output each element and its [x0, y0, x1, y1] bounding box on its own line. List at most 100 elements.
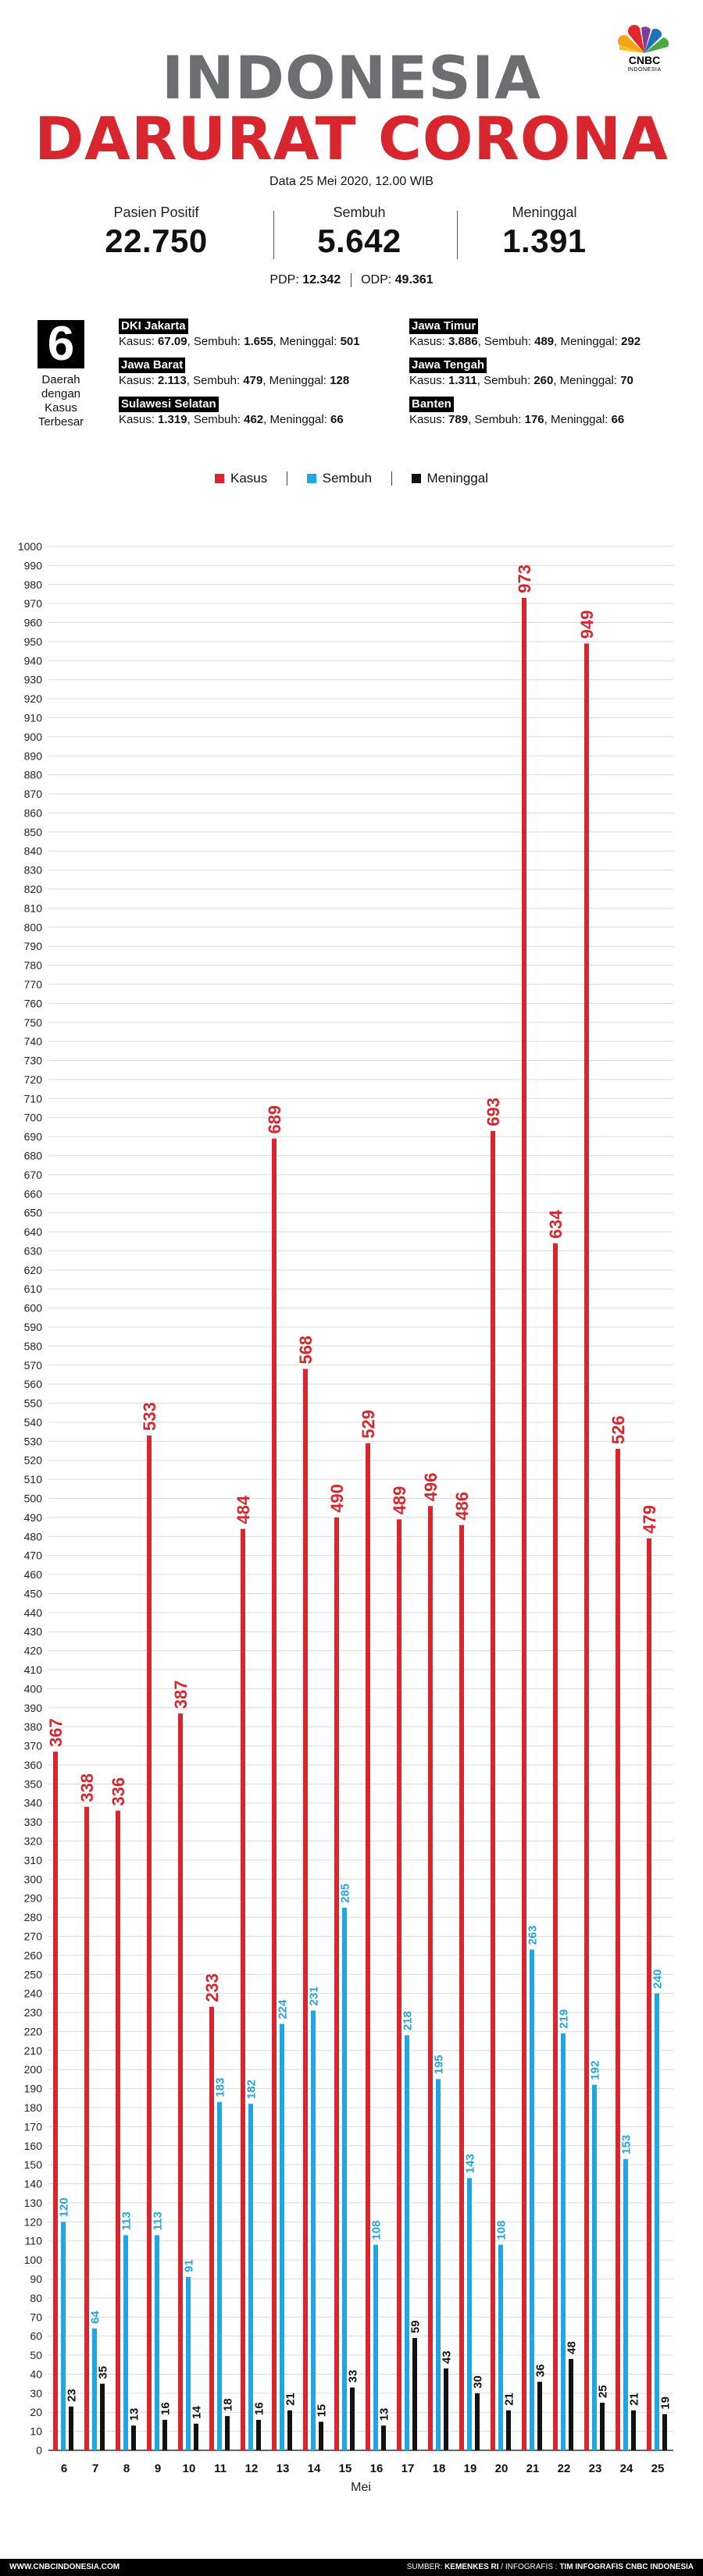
- data-label-sembuh: 183: [213, 2078, 227, 2097]
- data-label-sembuh: 218: [401, 2011, 414, 2030]
- y-tick-label: 140: [24, 2178, 43, 2190]
- bar-kasus: [584, 643, 589, 2450]
- data-label-meninggal: 36: [533, 2364, 547, 2378]
- bar-kasus: [491, 1130, 495, 2450]
- y-tick-label: 830: [24, 864, 43, 877]
- bar-sembuh: [92, 2328, 97, 2450]
- y-tick-label: 920: [24, 692, 43, 705]
- footer-source: KEMENKES RI: [444, 2563, 499, 2571]
- x-tick-label: 10: [183, 2462, 196, 2475]
- data-label-sembuh: 113: [151, 2211, 164, 2230]
- y-tick-label: 430: [24, 1625, 43, 1638]
- region-name: Banten: [409, 397, 454, 412]
- y-tick-label: 270: [24, 1930, 43, 1942]
- x-tick-label: 22: [558, 2462, 571, 2475]
- pdp-value: 12.342: [302, 273, 341, 287]
- data-label-meninggal: 13: [127, 2408, 141, 2421]
- bar-kasus: [303, 1368, 308, 2450]
- bar-meninggal: [194, 2423, 198, 2450]
- y-tick-label: 850: [24, 826, 43, 838]
- bar-kasus: [428, 1506, 433, 2450]
- data-label-sembuh: 143: [463, 2154, 476, 2173]
- y-tick-label: 40: [30, 2368, 42, 2380]
- y-tick-label: 940: [24, 654, 43, 667]
- y-tick-label: 900: [24, 731, 43, 743]
- bar-sembuh: [623, 2158, 628, 2450]
- x-tick-label: 12: [245, 2462, 259, 2475]
- y-tick-label: 440: [24, 1606, 43, 1619]
- meninggal-label: , Meninggal:: [273, 335, 337, 348]
- data-label-sembuh: 224: [276, 1999, 289, 2019]
- legend-item-sembuh: Sembuh: [306, 471, 372, 486]
- y-tick-label: 350: [24, 1777, 43, 1790]
- x-tick-label: 24: [620, 2462, 633, 2475]
- bar-sembuh: [217, 2101, 222, 2450]
- y-tick-label: 360: [24, 1759, 43, 1771]
- data-label-kasus: 568: [296, 1336, 316, 1364]
- stat-recovered: Sembuh 5.642: [269, 205, 449, 260]
- y-tick-label: 10: [30, 2425, 42, 2438]
- region-count-caption: Daerah dengan Kasus Terbesar: [23, 373, 98, 429]
- bar-meninggal: [662, 2414, 667, 2450]
- sembuh-label: , Sembuh:: [468, 413, 522, 426]
- y-tick-label: 590: [24, 1321, 43, 1333]
- region-name: Sulawesi Selatan: [119, 397, 219, 412]
- bar-meninggal: [412, 2338, 417, 2450]
- y-tick-label: 340: [24, 1797, 43, 1809]
- data-label-meninggal: 21: [284, 2393, 297, 2406]
- data-label-sembuh: 108: [369, 2221, 383, 2240]
- y-tick-label: 400: [24, 1682, 43, 1695]
- bar-meninggal: [256, 2419, 261, 2450]
- bar-sembuh: [311, 2010, 316, 2450]
- meninggal-label: , Meninggal:: [553, 374, 618, 387]
- y-tick-label: 990: [24, 559, 43, 571]
- y-tick-label: 540: [24, 1416, 43, 1429]
- region-sembuh: 1.655: [244, 335, 273, 348]
- y-tick-label: 930: [24, 674, 43, 686]
- kasus-label: Kasus:: [409, 374, 445, 387]
- data-label-meninggal: 13: [377, 2408, 391, 2421]
- region-count-badge: 6: [37, 320, 84, 368]
- y-tick-label: 700: [24, 1112, 43, 1124]
- bar-sembuh: [248, 2104, 253, 2450]
- y-tick-label: 500: [24, 1493, 43, 1505]
- bar-kasus: [84, 1806, 89, 2450]
- data-label-meninggal: 18: [221, 2398, 234, 2411]
- region-entry: Banten Kasus: 789, Sembuh: 176, Meninggal…: [409, 397, 624, 428]
- y-tick-label: 420: [24, 1645, 43, 1657]
- data-label-kasus: 634: [546, 1209, 566, 1238]
- region-meninggal: 292: [621, 335, 641, 348]
- stat-deaths-label: Meninggal: [512, 205, 577, 220]
- data-label-kasus: 973: [515, 564, 534, 593]
- meninggal-label: , Meninggal:: [554, 335, 618, 348]
- y-tick-label: 620: [24, 1264, 43, 1276]
- y-tick-label: 880: [24, 769, 43, 781]
- kasus-label: Kasus:: [119, 335, 155, 348]
- legend-label: Kasus: [230, 470, 268, 486]
- legend-swatch: [411, 474, 421, 484]
- bar-sembuh: [155, 2235, 159, 2450]
- region-name: Jawa Timur: [409, 318, 479, 334]
- y-tick-label: 510: [24, 1473, 43, 1485]
- bar-meninggal: [162, 2419, 167, 2450]
- x-tick-label: 15: [339, 2462, 352, 2475]
- y-tick-label: 180: [24, 2101, 43, 2114]
- region-meninggal: 66: [330, 413, 344, 426]
- bar-meninggal: [631, 2410, 636, 2450]
- y-tick-label: 970: [24, 597, 43, 610]
- bar-sembuh: [498, 2244, 503, 2450]
- x-tick-label: 19: [464, 2462, 477, 2475]
- y-tick-label: 390: [24, 1702, 43, 1714]
- bar-kasus: [241, 1528, 245, 2450]
- y-tick-label: 890: [24, 749, 43, 762]
- data-label-meninggal: 15: [315, 2404, 328, 2418]
- y-tick-label: 90: [30, 2272, 42, 2285]
- y-tick-label: 630: [24, 1244, 43, 1257]
- y-tick-label: 100: [24, 2254, 43, 2266]
- meninggal-label: , Meninggal:: [262, 374, 327, 387]
- x-tick-label: 21: [526, 2462, 540, 2475]
- y-tick-label: 230: [24, 2006, 43, 2019]
- y-tick-label: 150: [24, 2158, 43, 2171]
- y-tick-label: 690: [24, 1130, 43, 1143]
- region-name: Jawa Tengah: [409, 358, 487, 373]
